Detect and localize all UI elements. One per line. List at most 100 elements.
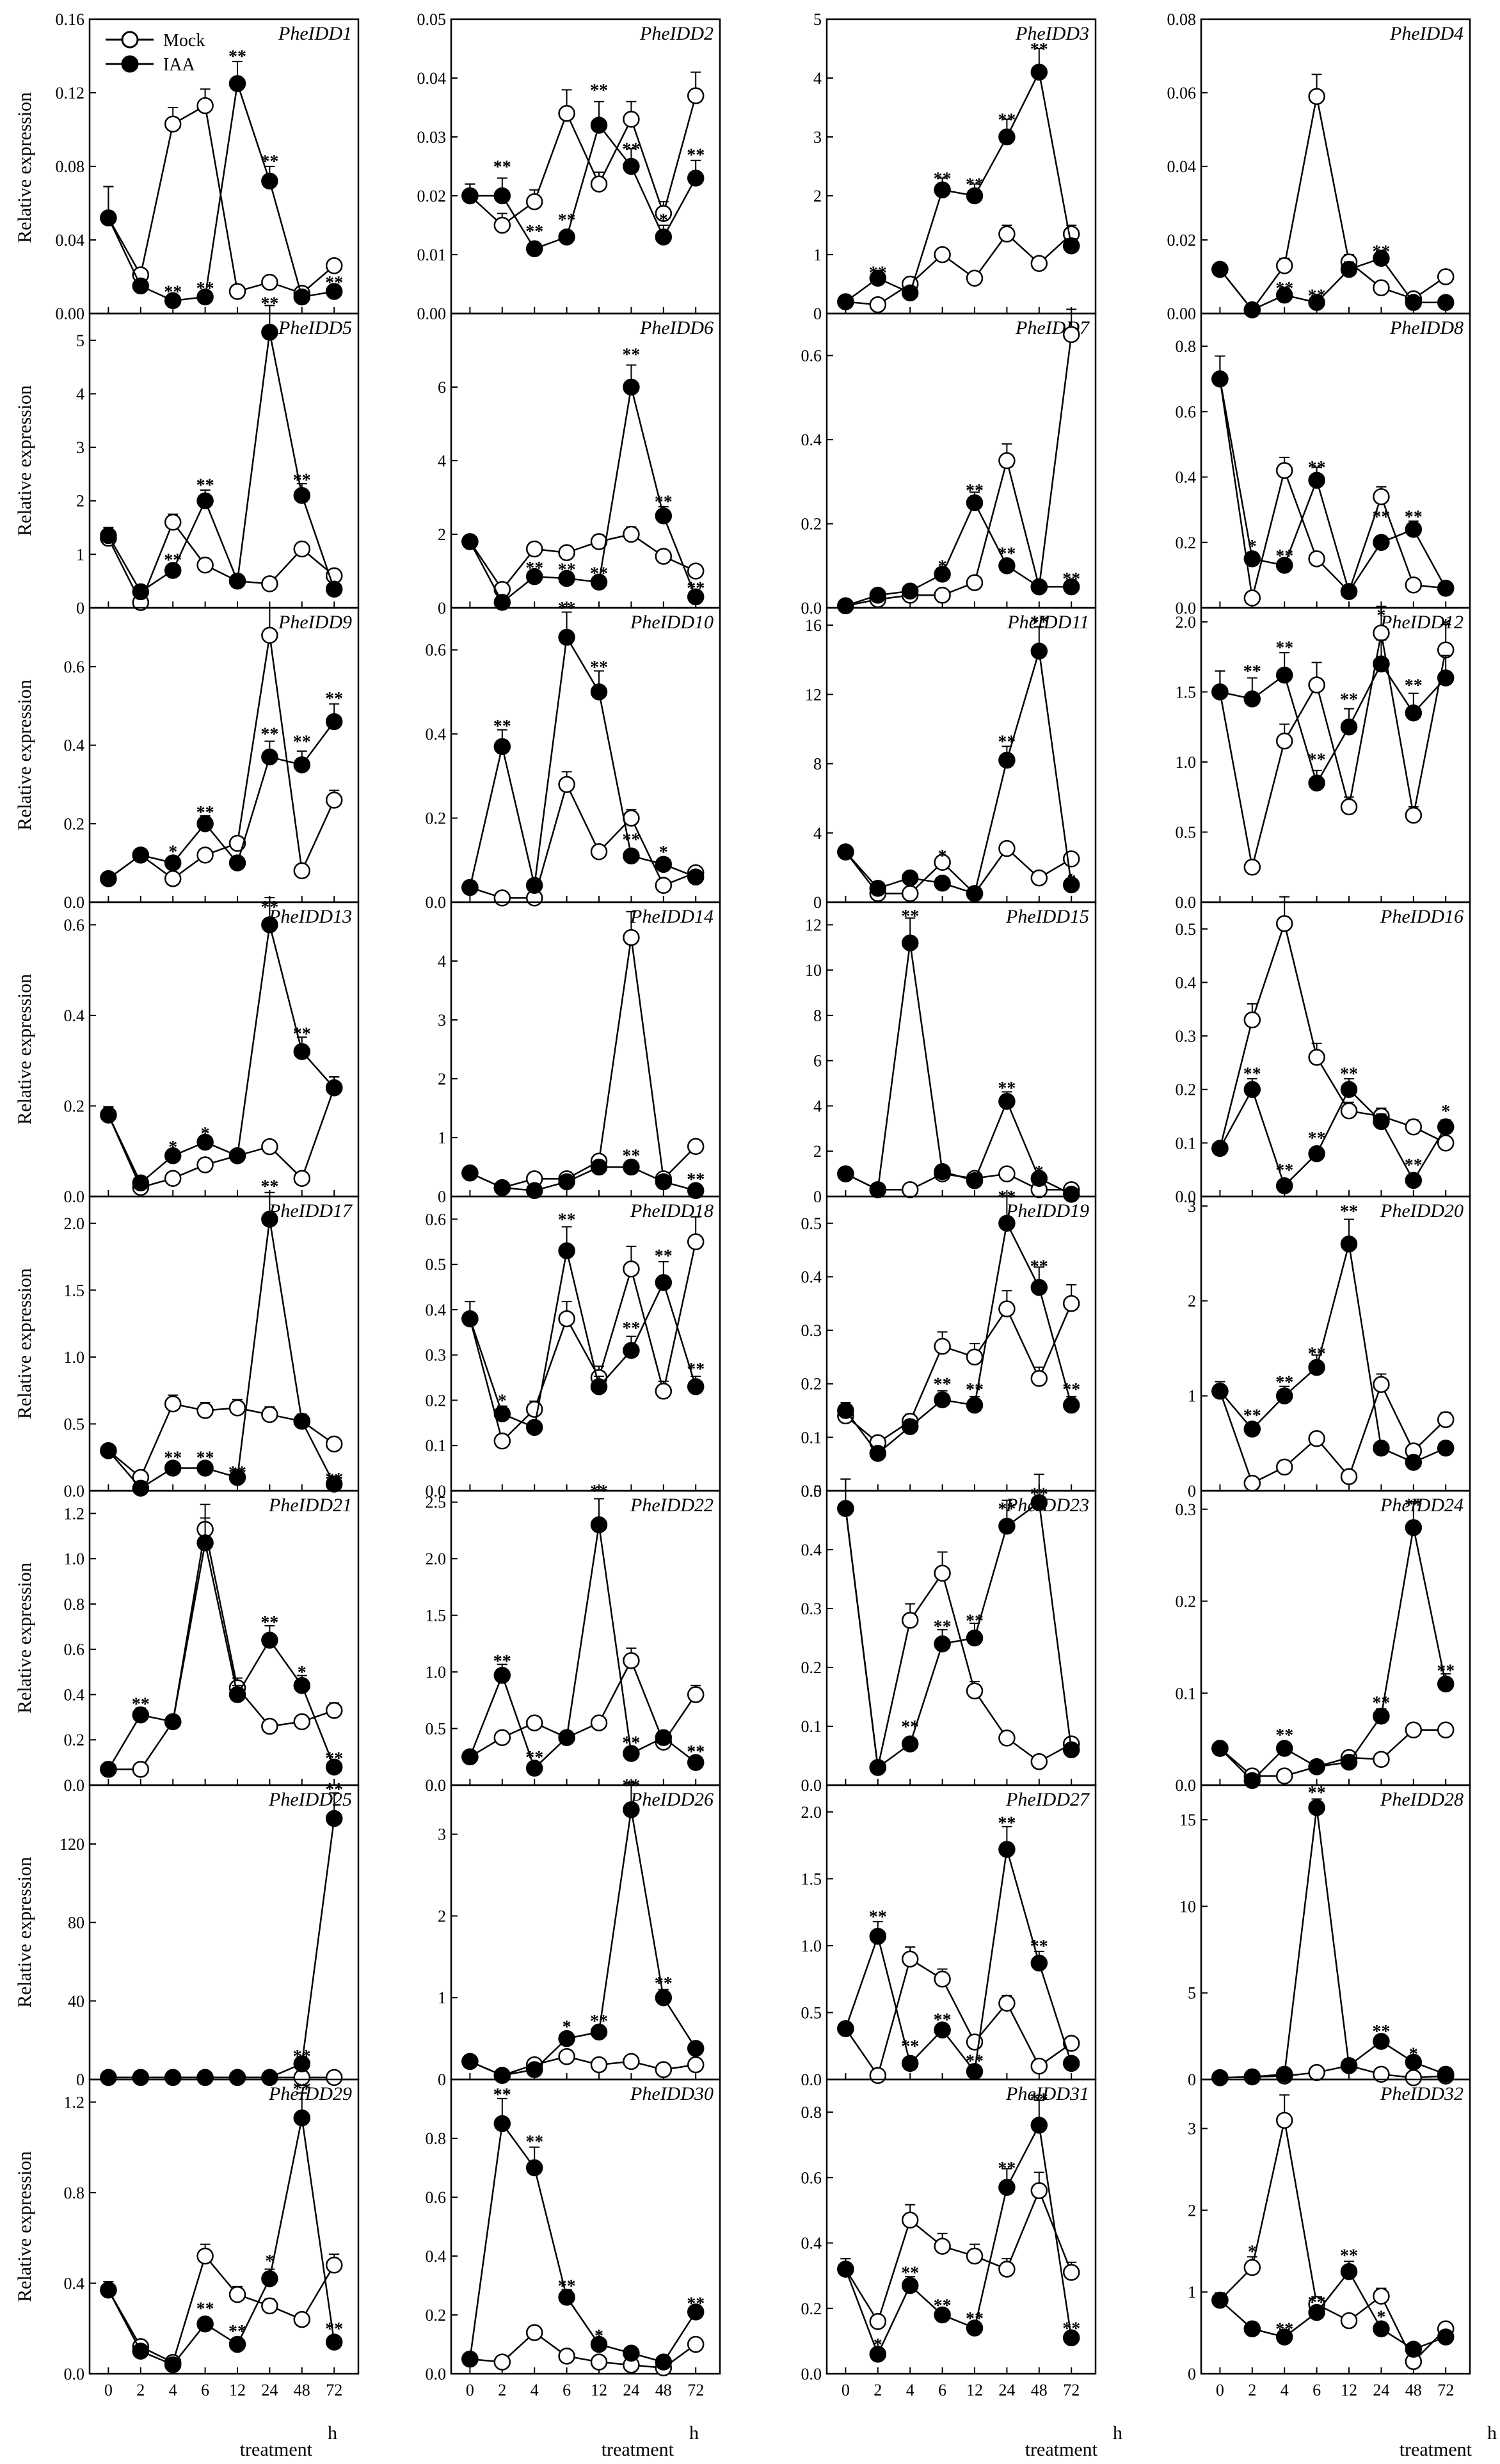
point-iaa — [1437, 669, 1455, 687]
panel-title: PheIDD26 — [630, 1789, 714, 1810]
y-tick-label: 0.1 — [801, 1717, 822, 1736]
point-mock — [934, 246, 951, 264]
significance-mark: ** — [260, 1613, 278, 1633]
y-tick-label: 0 — [438, 2071, 446, 2089]
series-line-mock — [108, 1529, 335, 1770]
point-mock — [1308, 676, 1325, 694]
y-tick-label: 1.0 — [801, 1937, 822, 1955]
point-iaa — [687, 170, 705, 187]
y-tick-label: 0.0 — [64, 893, 85, 912]
significance-mark: ** — [325, 273, 343, 293]
panel-pheidd1: 0.00 0.04 0.08 0.12 0.16 PheIDD1 ** ** ** ** ** — [56, 10, 360, 323]
point-mock — [164, 115, 182, 133]
point-mock — [261, 575, 278, 592]
point-mock — [966, 1348, 984, 1366]
x-axis-titles: treatment h treatment h treatment h trea… — [240, 2422, 1497, 2460]
significance-mark: ** — [196, 476, 214, 496]
point-mock — [655, 2061, 673, 2078]
point-iaa — [1405, 521, 1423, 538]
y-tick-label: 0.00 — [1167, 305, 1197, 323]
point-iaa — [934, 2021, 951, 2039]
point-mock — [687, 87, 705, 104]
point-mock — [1373, 1751, 1390, 1768]
point-iaa — [1243, 301, 1261, 319]
point-mock — [261, 2297, 278, 2315]
point-mock — [196, 1156, 214, 1173]
point-iaa — [1211, 1382, 1229, 1400]
y-tick-label: 2 — [1188, 2201, 1196, 2220]
y-tick-label: 1 — [438, 1989, 446, 2007]
point-iaa — [1062, 2329, 1080, 2347]
y-tick-label: 1.0 — [1176, 753, 1197, 772]
y-tick-label: 3 — [438, 1825, 446, 1844]
point-mock — [1243, 589, 1261, 607]
point-iaa — [966, 1172, 984, 1189]
x-tick-label: 4 — [531, 2381, 539, 2399]
point-iaa — [132, 847, 150, 864]
point-mock — [1340, 1102, 1358, 1120]
significance-mark: ** — [196, 803, 214, 823]
point-iaa — [1405, 1172, 1423, 1189]
y-tick-label: 1 — [76, 545, 84, 564]
point-iaa — [623, 1342, 640, 1359]
panel-frame — [88, 1195, 360, 1492]
significance-mark: ** — [558, 560, 576, 580]
point-iaa — [1308, 1758, 1325, 1776]
x-tick-label: 24 — [998, 2381, 1015, 2399]
point-iaa — [228, 572, 246, 590]
significance-mark: ** — [655, 492, 673, 512]
x-tick-label: 2 — [874, 2381, 882, 2399]
significance-mark: ** — [525, 1748, 543, 1768]
y-tick-label: 16 — [805, 616, 822, 635]
point-iaa — [493, 2067, 511, 2084]
x-tick-label: 6 — [562, 2381, 571, 2399]
point-mock — [1340, 1468, 1358, 1485]
point-iaa — [100, 1106, 117, 1124]
point-mock — [325, 2069, 343, 2086]
point-mock — [934, 1337, 951, 1355]
point-mock — [493, 2353, 511, 2371]
x-tick-label: 12 — [591, 2381, 607, 2399]
xlabel-col-3: treatment — [1025, 2439, 1098, 2460]
y-tick-label: 0.04 — [1167, 157, 1197, 176]
ylabel-row-6: Relative expression — [14, 1562, 35, 1713]
point-iaa — [261, 1632, 278, 1649]
point-iaa — [293, 756, 311, 774]
point-iaa — [293, 1413, 311, 1430]
y-tick-label: 0.8 — [801, 2103, 822, 2122]
point-iaa — [1062, 237, 1080, 255]
point-iaa — [1062, 1741, 1080, 1759]
point-iaa — [228, 1468, 246, 1486]
point-iaa — [493, 2115, 511, 2133]
y-tick-label: 0.5 — [426, 1255, 447, 1274]
point-iaa — [1243, 1420, 1261, 1438]
point-iaa — [1373, 1113, 1390, 1131]
point-iaa — [590, 683, 608, 701]
x-tick-label: 0 — [1216, 2381, 1224, 2399]
significance-mark: ** — [325, 1749, 343, 1769]
point-iaa — [623, 2344, 640, 2362]
point-iaa — [1243, 550, 1261, 568]
point-iaa — [687, 1378, 705, 1395]
y-tick-label: 0.8 — [1176, 337, 1197, 356]
point-mock — [1405, 1118, 1423, 1136]
point-iaa — [1340, 1235, 1358, 1253]
significance-mark: ** — [228, 47, 246, 67]
significance-mark: ** — [164, 551, 182, 571]
y-tick-label: 2.0 — [64, 1214, 85, 1233]
point-iaa — [293, 1043, 311, 1060]
point-iaa — [1405, 294, 1423, 311]
point-mock — [1275, 462, 1293, 479]
y-tick-label: 5 — [1188, 1984, 1196, 2003]
point-iaa — [590, 2023, 608, 2041]
point-iaa — [1030, 578, 1048, 596]
point-iaa — [100, 1760, 117, 1778]
significance-mark: ** — [293, 2047, 311, 2067]
point-iaa — [228, 1147, 246, 1164]
significance-mark: ** — [325, 1470, 343, 1490]
significance-mark: ** — [1062, 569, 1080, 589]
significance-mark: ** — [590, 2012, 608, 2031]
point-iaa — [966, 1629, 984, 1647]
